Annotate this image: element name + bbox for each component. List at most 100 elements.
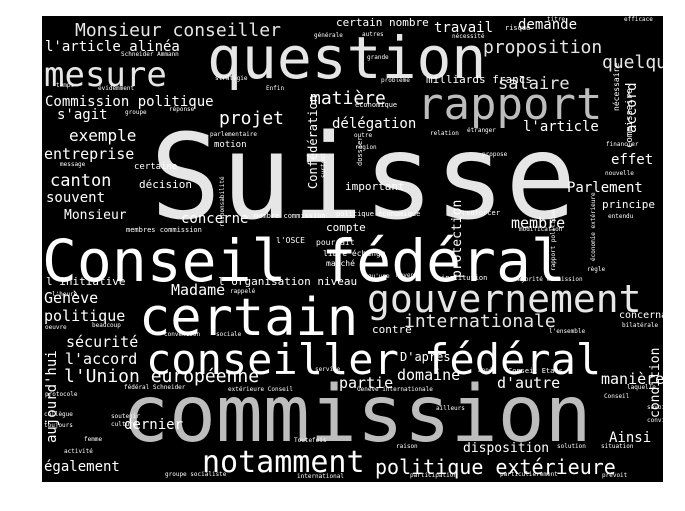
word-l-accord: l'accord xyxy=(65,350,137,368)
word-economique: économique xyxy=(355,101,397,109)
word-toutefois: Toutefois xyxy=(294,437,327,444)
word-notamment: notamment xyxy=(202,445,365,480)
word-contre: contre xyxy=(372,323,412,336)
word-oeuvre: oeuvre xyxy=(45,324,67,331)
word-politique-economique: politique économique xyxy=(336,210,420,218)
word-question: question xyxy=(207,24,486,92)
word-savoir: savoir xyxy=(647,404,663,411)
word-generale: générale xyxy=(314,32,343,39)
word-exterieure-conseil: extérieure Conseil xyxy=(228,386,293,393)
word-commissaire: commissaire xyxy=(625,88,635,148)
word-solution: solution xyxy=(557,443,586,450)
word-membres-commission: membres commission xyxy=(126,226,202,234)
word-efficace: efficace xyxy=(624,16,653,23)
word-projet: projet xyxy=(219,108,284,129)
word-membre-commission: membre commission xyxy=(254,212,326,220)
word-canton: canton xyxy=(50,171,111,191)
word-conseil-etats: Conseil Etats xyxy=(508,367,563,375)
word-reponse: réponse xyxy=(169,106,195,113)
word-region: région xyxy=(355,144,377,151)
word-toujours: toujours xyxy=(44,422,73,429)
word-accord: accord xyxy=(624,82,640,133)
word-l-initiative: l'initiative xyxy=(46,275,125,288)
word-securite: sécurité xyxy=(66,333,138,351)
word-necessaire: nécessaire xyxy=(611,63,621,111)
word-egalement: également xyxy=(44,459,120,475)
word-federal-schneider: fédéral Schneider xyxy=(124,384,186,391)
word-moyen: moyen xyxy=(396,272,414,279)
word-autres: autres xyxy=(362,31,384,38)
word-l-osce: l'OSCE xyxy=(276,236,305,245)
word-aujourd-hui: aujourd'hui xyxy=(44,350,60,443)
word-concernant: concernant xyxy=(619,310,663,321)
word-dossier: dossier xyxy=(356,136,364,166)
word-gouvernement: gouvernement xyxy=(367,277,642,321)
word-probleme: problème xyxy=(381,77,410,84)
word-prevoit: prévoit xyxy=(602,472,628,479)
word-entreprise: entreprise xyxy=(44,145,134,163)
word-l-article-alinea: l'article alinéa xyxy=(45,39,180,55)
word-decision: décision xyxy=(139,178,192,191)
word-delegation: délégation xyxy=(332,116,416,132)
word-renforcer: renforcer xyxy=(462,209,500,217)
word-conseil-federal: Conseil fédéral xyxy=(42,227,566,295)
word-protection: protection xyxy=(450,200,465,278)
word-souvent: souvent xyxy=(46,190,105,206)
word-activite: activité xyxy=(64,448,93,455)
word-suisse: Suisse xyxy=(150,108,576,246)
word-modification: modification xyxy=(519,226,563,233)
word-salaire: salaire xyxy=(498,74,570,94)
word-ailleurs: ailleurs xyxy=(436,405,465,412)
word-parlement: Parlement xyxy=(567,180,643,196)
word-groupe-socialiste: groupe socialiste xyxy=(165,471,227,478)
word-rapport: rapport xyxy=(417,79,602,130)
word-international: international xyxy=(297,473,344,480)
word-protocole: protocole xyxy=(45,391,78,398)
word-dernier: dernier xyxy=(124,417,183,433)
word-risque: risque xyxy=(505,24,530,32)
word-qu-une: qu'une xyxy=(368,273,390,280)
word-grande: grande xyxy=(367,54,389,61)
word-monsieur: Monsieur xyxy=(64,208,127,223)
word-mesure: mesure xyxy=(44,55,167,95)
word-certain: certain xyxy=(139,288,358,348)
word-rappele: rappelé xyxy=(230,288,256,295)
word-responsabilite: responsabilité xyxy=(219,176,226,227)
word-monsieur-conseiller: Monsieur conseiller xyxy=(75,20,281,41)
word-institution: institution xyxy=(441,274,487,282)
word-etranger: étranger xyxy=(467,127,496,134)
word-titre: titre xyxy=(547,16,565,23)
word-majorite-commission: majorité commission xyxy=(514,276,583,283)
word-d-apres: D'après xyxy=(400,350,451,364)
word-certain-nombre: certain nombre xyxy=(336,16,429,29)
word-commission-politique: Commission politique xyxy=(45,94,214,110)
word-politique-exterieure: politique extérieure xyxy=(375,455,616,479)
word-l-article: l'article xyxy=(523,119,599,135)
word-geneve-internationale: Genève internationale xyxy=(357,386,433,393)
word-entendu: entendu xyxy=(608,213,634,220)
word-quelque: quelque xyxy=(602,52,663,73)
word-nouvelle: nouvelle xyxy=(605,170,634,177)
word-proposition: proposition xyxy=(483,37,602,58)
word-demande: demande xyxy=(518,17,577,33)
word-internationale: internationale xyxy=(404,311,556,332)
word-condition: condition xyxy=(648,348,663,418)
word-temps: temps xyxy=(56,82,74,89)
word-l-union-europeenne: l'Union européenne xyxy=(64,366,259,387)
word-beaucoup: beaucoup xyxy=(92,322,121,329)
word-compte: compte xyxy=(326,221,366,234)
word-financier: financier xyxy=(606,141,639,148)
word-laquelle: laquelle xyxy=(627,384,656,391)
word-confederation: Confédération xyxy=(306,95,320,189)
word-geneve: Genève xyxy=(44,289,98,307)
word-travail: travail xyxy=(434,20,493,36)
word-message: message xyxy=(60,161,86,168)
word-situation: situation xyxy=(601,443,634,450)
word-raison: raison xyxy=(396,443,418,450)
word-ainsi: Ainsi xyxy=(609,430,651,446)
word-maniere: manière xyxy=(601,370,663,388)
word-membre: membre xyxy=(511,214,565,232)
word-collegue: collègue xyxy=(44,411,73,418)
word-sociale: sociale xyxy=(216,331,242,338)
